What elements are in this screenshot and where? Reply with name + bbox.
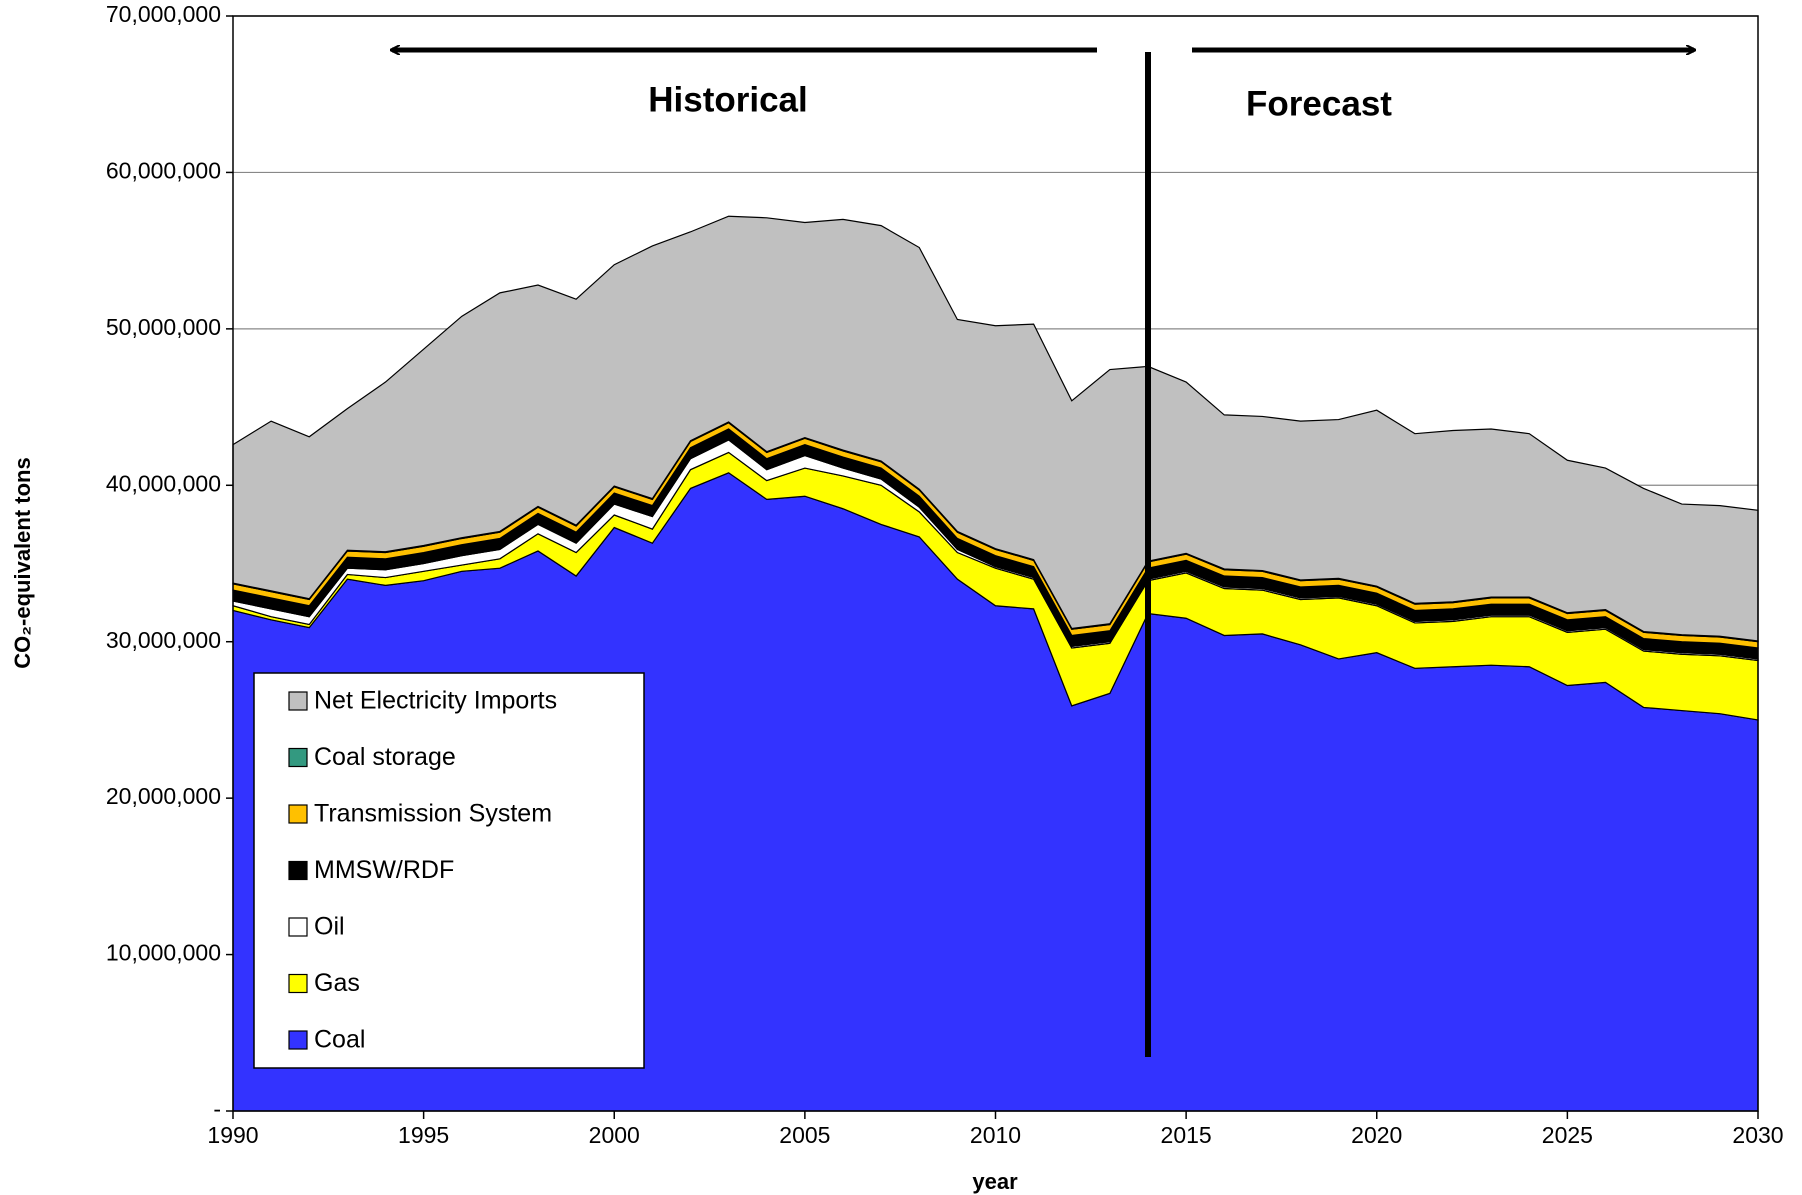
legend-label: Net Electricity Imports <box>314 687 557 715</box>
legend-label: Coal storage <box>314 743 456 771</box>
legend-label: MMSW/RDF <box>314 856 454 884</box>
x-tick-label: 1995 <box>398 1122 449 1148</box>
legend-swatch <box>288 917 308 937</box>
y-tick-label: 50,000,000 <box>106 314 221 340</box>
legend-swatch <box>288 1030 308 1050</box>
x-tick-label: 1990 <box>207 1122 258 1148</box>
legend-label: Gas <box>314 969 360 997</box>
y-tick-label: 20,000,000 <box>106 783 221 809</box>
legend-label: Oil <box>314 913 345 941</box>
legend-swatch <box>288 747 308 768</box>
y-tick-label: 70,000,000 <box>106 1 221 27</box>
y-tick-label: 10,000,000 <box>106 940 221 966</box>
x-tick-label: 2005 <box>779 1122 830 1148</box>
legend-swatch <box>288 804 308 824</box>
x-tick-label: 2000 <box>589 1122 640 1148</box>
x-tick-label: 2010 <box>970 1122 1021 1148</box>
x-tick-label: 2030 <box>1732 1122 1783 1148</box>
y-axis-label: CO₂-equivalent tons <box>10 457 35 668</box>
legend-box <box>253 672 645 1069</box>
legend-swatch <box>288 691 308 711</box>
x-tick-label: 2020 <box>1351 1122 1402 1148</box>
legend-label: Coal <box>314 1026 365 1054</box>
y-tick-label: 40,000,000 <box>106 470 221 496</box>
x-tick-label: 2015 <box>1161 1122 1212 1148</box>
legend-swatch <box>288 973 308 994</box>
annotation: Historical <box>648 80 808 119</box>
legend-swatch <box>288 860 308 881</box>
y-tick-label: 30,000,000 <box>106 627 221 653</box>
x-tick-label: 2025 <box>1542 1122 1593 1148</box>
legend-label: Transmission System <box>314 800 552 828</box>
y-tick-label: - <box>213 1096 221 1122</box>
y-tick-label: 60,000,000 <box>106 158 221 184</box>
annotation: Forecast <box>1246 84 1392 123</box>
x-axis-label: year <box>972 1169 1018 1194</box>
